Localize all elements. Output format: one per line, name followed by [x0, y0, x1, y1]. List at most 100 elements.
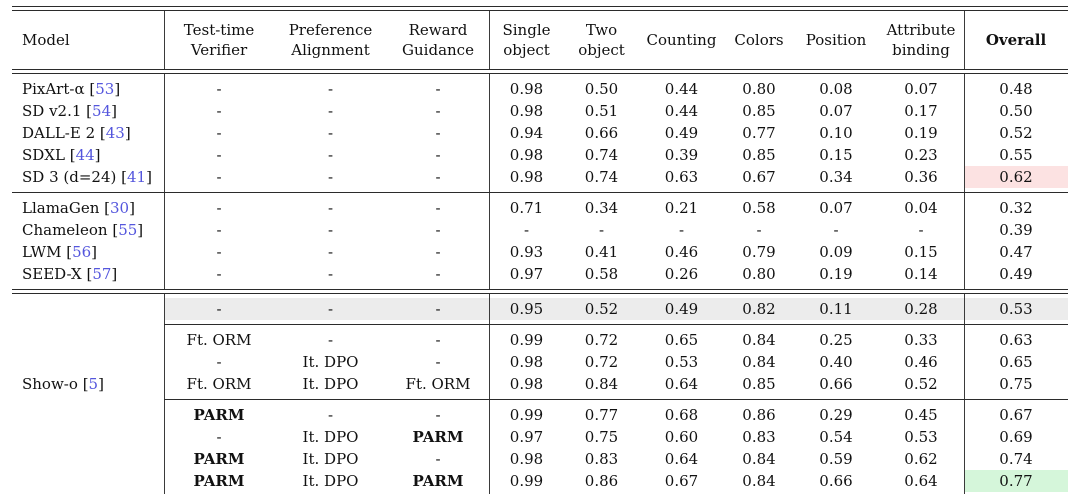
- cell: Ft. ORM: [186, 331, 252, 349]
- cell: 0.17: [904, 102, 938, 120]
- header-row: Model Test-time Verifier Preference Alignmen…: [12, 11, 1068, 69]
- column-header: Single object: [489, 11, 564, 69]
- model-name: Chameleon: [22, 221, 113, 239]
- table-row: Show-o [5] Ft. ORM It. DPO Ft. ORM 0.98 0.84 0…: [12, 373, 1068, 395]
- cell: 0.07: [819, 102, 853, 120]
- cell: -: [435, 331, 441, 349]
- cell: 0.10: [819, 124, 853, 142]
- cell: 0.75: [584, 428, 619, 446]
- citation-link[interactable]: 43: [105, 124, 125, 142]
- cell: It. DPO: [302, 428, 359, 446]
- cell: 0.74: [584, 146, 619, 164]
- cell: 0.52: [999, 124, 1033, 142]
- cell: -: [327, 146, 334, 164]
- cell: 0.58: [584, 265, 619, 283]
- cell: 0.08: [819, 80, 853, 98]
- cell: 0.84: [742, 450, 776, 468]
- cell: -: [435, 199, 441, 217]
- cell: 0.52: [564, 298, 639, 320]
- partial-rule: [164, 399, 1068, 400]
- citation-link[interactable]: 53: [95, 80, 115, 98]
- cell: 0.93: [509, 243, 544, 261]
- cell: 0.68: [664, 406, 699, 424]
- cell: -: [216, 146, 222, 164]
- citation-link[interactable]: 30: [110, 199, 130, 217]
- cell: 0.44: [664, 80, 699, 98]
- cell: It. DPO: [302, 472, 359, 490]
- cell: -: [216, 102, 222, 120]
- model-name: SD 3 (d=24): [22, 168, 122, 186]
- section-autoregressive-models: LlamaGen [30] - - - 0.71 0.34 0.21 0.58 0.07 0.04…: [12, 193, 1068, 289]
- model-name-cell: Show-o [5]: [12, 373, 164, 395]
- column-header-line: Test-time: [183, 21, 255, 39]
- cell: 0.98: [509, 102, 544, 120]
- model-name-cell: DALL-E 2 [43]: [12, 122, 164, 144]
- cell: 0.50: [999, 102, 1033, 120]
- cell: 0.98: [509, 146, 544, 164]
- citation-bracket: [: [89, 80, 96, 98]
- citation-link[interactable]: 56: [72, 243, 92, 261]
- partial-rule: [164, 324, 1068, 325]
- cell: 0.49: [639, 298, 724, 320]
- cell: -: [327, 102, 334, 120]
- cell: -: [833, 221, 839, 239]
- column-header-line: Alignment: [291, 41, 370, 59]
- citation-link[interactable]: 41: [126, 168, 147, 186]
- cell: 0.54: [819, 428, 853, 446]
- cell: 0.41: [584, 243, 619, 261]
- cell: 0.67: [664, 472, 699, 490]
- cell: 0.72: [584, 353, 619, 371]
- cell: 0.14: [904, 265, 938, 283]
- cell: 0.64: [664, 375, 699, 393]
- cell: 0.09: [819, 243, 853, 261]
- cell: 0.26: [664, 265, 699, 283]
- column-header: Two object: [564, 11, 639, 69]
- cell: 0.52: [904, 375, 938, 393]
- top-rule: [12, 6, 1068, 11]
- cell: 0.94: [509, 124, 544, 142]
- citation-bracket: ]: [98, 375, 104, 393]
- citation-link[interactable]: 55: [118, 221, 138, 239]
- cell: 0.58: [742, 199, 776, 217]
- model-name: LlamaGen: [22, 199, 105, 217]
- citation-link[interactable]: 57: [92, 265, 112, 283]
- cell: 0.19: [904, 124, 938, 142]
- column-divider: [164, 325, 165, 399]
- citation-bracket: ]: [137, 221, 144, 239]
- table-row: Ft. ORM - - 0.99 0.72 0.65 0.84 0.25 0.33 0.63: [12, 329, 1068, 351]
- citation-link[interactable]: 54: [92, 102, 112, 120]
- cell: -: [216, 80, 222, 98]
- model-name-cell: SD 3 (d=24) [41]: [12, 166, 164, 188]
- section-diffusion-models: PixArt-α [53] - - - 0.98 0.50 0.44 0.80 0.08 0.07…: [12, 74, 1068, 192]
- cell: 0.84: [742, 472, 776, 490]
- cell: 0.33: [904, 331, 938, 349]
- cell: 0.86: [742, 406, 776, 424]
- citation-bracket: [: [112, 221, 119, 239]
- cell: -: [435, 102, 441, 120]
- cell: -: [216, 243, 222, 261]
- column-divider: [964, 11, 965, 69]
- cell: -: [435, 450, 441, 468]
- table-row: Chameleon [55] - - - - - - - - - 0.39: [12, 219, 1068, 241]
- citation-bracket: [: [121, 168, 127, 186]
- citation-link[interactable]: 44: [75, 146, 95, 164]
- column-divider: [489, 294, 490, 324]
- cell: 0.77: [964, 470, 1068, 492]
- cell: 0.63: [664, 168, 699, 186]
- cell: 0.46: [904, 353, 938, 371]
- cell: -: [327, 331, 334, 349]
- column-header-line: Single: [502, 21, 551, 39]
- table-row: PARM - - 0.99 0.77 0.68 0.86 0.29 0.45 0.67: [12, 404, 1068, 426]
- cell: -: [216, 168, 222, 186]
- citation-link[interactable]: 5: [88, 375, 99, 393]
- table-row: SDXL [44] - - - 0.98 0.74 0.39 0.85 0.15 0.23 0.55: [12, 144, 1068, 166]
- cell: 0.44: [664, 102, 699, 120]
- model-name: SEED-X: [22, 265, 87, 283]
- cell: -: [327, 243, 334, 261]
- column-header-line: object: [578, 41, 625, 59]
- cell: It. DPO: [302, 450, 359, 468]
- cell: 0.48: [999, 80, 1033, 98]
- cell: -: [756, 221, 762, 239]
- column-header-line: Counting: [646, 31, 717, 49]
- section-showo-orm: Ft. ORM - - 0.99 0.72 0.65 0.84 0.25 0.33 0.63 - It…: [12, 325, 1068, 399]
